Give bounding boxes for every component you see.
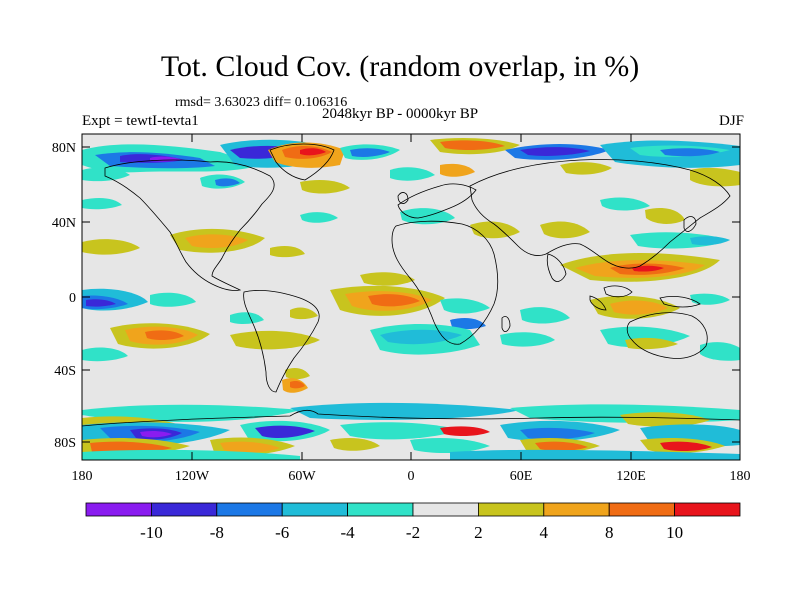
coast-south-america — [243, 290, 320, 393]
coast-japan — [683, 216, 697, 232]
colorbar-swatch — [281, 502, 349, 517]
south-midlat-anomalies — [82, 323, 740, 393]
colorbar-label: 10 — [666, 523, 683, 542]
coast-greenland — [269, 143, 335, 181]
colorbar-swatch — [216, 502, 283, 517]
colorbar-swatch — [412, 502, 479, 517]
colorbar-swatch — [477, 502, 545, 517]
coast-europe — [397, 183, 477, 219]
lon-label: 0 — [408, 469, 415, 484]
coast-new-guinea — [659, 296, 701, 308]
coast-india — [546, 253, 567, 282]
coast-australia — [626, 312, 708, 359]
lon-label: 120E — [616, 469, 646, 484]
coast-uk — [397, 192, 409, 204]
colorbar-label: -2 — [406, 523, 420, 542]
antarctic-anomalies — [82, 399, 740, 460]
coast-africa — [391, 220, 499, 345]
lat-label: 0 — [69, 291, 76, 306]
lat-label: 80S — [54, 436, 76, 451]
lon-label: 120W — [175, 469, 210, 484]
colorbar-label: -8 — [210, 523, 224, 542]
colorbar-label: -6 — [275, 523, 289, 542]
coast-north-america — [104, 159, 275, 291]
season-label: DJF — [718, 113, 744, 129]
map-title: Tot. Cloud Cov. (random overlap, in %) — [160, 50, 640, 83]
colorbar-swatch — [608, 502, 676, 517]
lat-label: 40N — [52, 216, 76, 231]
colorbar-swatch — [347, 502, 414, 517]
colorbar-swatch — [85, 502, 152, 517]
lon-label: 60W — [288, 469, 316, 484]
colorbar-label: 2 — [474, 523, 483, 542]
axis-ticks — [82, 134, 740, 460]
coast-borneo — [603, 285, 633, 298]
experiment-label: Expt = tewtI-tevta1 — [82, 113, 199, 129]
colorbar: -10 -8 -6 -4 -2 2 4 8 10 — [85, 502, 741, 542]
arctic-anomalies — [82, 137, 740, 194]
colorbar-label: -10 — [140, 523, 163, 542]
colorbar-swatch — [674, 502, 741, 517]
colorbar-label: 8 — [605, 523, 614, 542]
colorbar-label: 4 — [540, 523, 549, 542]
lat-label: 40S — [54, 364, 76, 379]
coast-antarctica — [82, 410, 740, 427]
stats-label: rmsd= 3.63023 diff= 0.106316 — [175, 95, 348, 110]
colorbar-label: -4 — [341, 523, 356, 542]
coastlines — [82, 143, 740, 427]
coast-madagascar — [501, 316, 511, 332]
lon-label: 60E — [510, 469, 533, 484]
colorbar-swatch — [150, 502, 218, 517]
coast-asia — [469, 159, 731, 269]
coast-sumatra — [589, 295, 607, 311]
tropical-anomalies — [82, 246, 730, 330]
north-midlat-anomalies — [82, 197, 730, 255]
lon-label: 180 — [72, 469, 93, 484]
lat-label: 80N — [52, 141, 76, 156]
lon-label: 180 — [730, 469, 751, 484]
period-label: 2048kyr BP - 0000kyr BP — [322, 106, 479, 122]
anomaly-field — [82, 134, 740, 460]
colorbar-swatch — [543, 502, 610, 517]
